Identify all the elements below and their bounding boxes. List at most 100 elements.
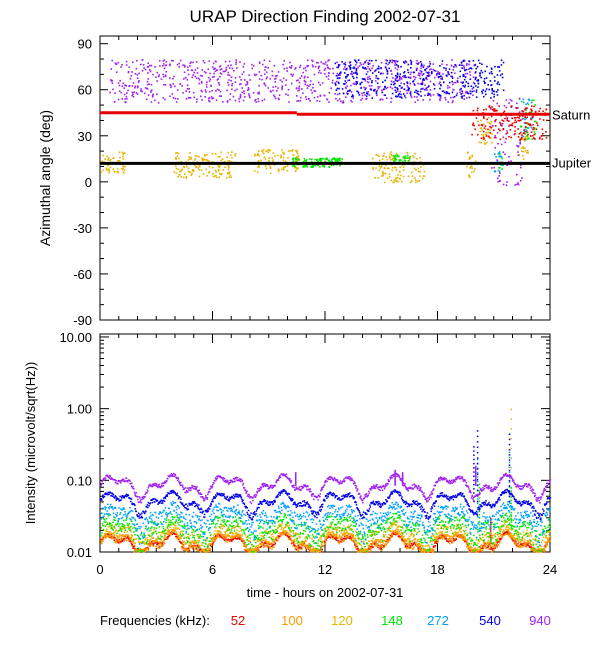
azimuth-point [481, 90, 483, 93]
intensity-point [243, 540, 246, 542]
azimuth-point [233, 69, 235, 72]
intensity-point [178, 539, 181, 541]
azimuth-point [439, 96, 442, 99]
azimuth-point [409, 90, 412, 93]
intensity-point [440, 535, 443, 537]
azimuth-point [396, 76, 398, 79]
azimuth-point [295, 155, 298, 158]
azimuth-point [413, 156, 415, 158]
intensity-point [489, 547, 492, 549]
azimuth-point [183, 78, 185, 80]
azimuth-point [218, 166, 220, 169]
azimuth-point [162, 63, 165, 65]
intensity-point [161, 540, 163, 543]
azimuth-point [404, 74, 406, 77]
azimuth-point [367, 81, 370, 84]
intensity-point [217, 535, 220, 537]
intensity-point [102, 540, 104, 543]
intensity-point [272, 546, 274, 549]
azimuth-point [475, 96, 478, 98]
azimuth-point [505, 184, 508, 187]
azimuth-point [205, 168, 208, 171]
azimuth-point [217, 169, 220, 171]
azimuth-point [422, 73, 425, 75]
azimuth-point [472, 81, 475, 84]
azimuth-point [147, 94, 150, 96]
intensity-point [398, 532, 401, 535]
intensity-point [212, 542, 215, 544]
azimuth-point [231, 151, 233, 153]
azimuth-point [349, 89, 351, 92]
azimuth-point [358, 65, 361, 67]
azimuth-point [504, 153, 506, 156]
azimuth-point [509, 129, 512, 131]
intensity-point [184, 543, 187, 545]
intensity-point [104, 535, 106, 537]
azimuth-point [368, 85, 371, 87]
azimuth-point [483, 77, 486, 80]
intensity-point [313, 550, 315, 553]
intensity-point [102, 537, 105, 539]
azimuth-point [522, 146, 524, 148]
intensity-point [144, 542, 147, 544]
intensity-point [133, 547, 135, 550]
intensity-point [207, 543, 210, 546]
intensity-point [178, 528, 181, 530]
intensity-point [180, 530, 182, 533]
azimuth-point [205, 71, 207, 74]
intensity-point [367, 546, 370, 548]
azimuth-point [339, 71, 342, 74]
azimuth-point [340, 100, 342, 102]
azimuth-point [351, 73, 353, 76]
y-tick-label: 30 [78, 129, 92, 144]
intensity-point [104, 537, 107, 539]
intensity-point [410, 531, 413, 533]
intensity-point [520, 543, 522, 545]
azimuth-point [287, 157, 289, 159]
intensity-point [239, 537, 241, 540]
intensity-point [237, 533, 240, 536]
azimuth-point [282, 167, 285, 169]
azimuth-point [405, 61, 408, 64]
azimuth-point [503, 105, 506, 107]
intensity-point [350, 539, 353, 542]
azimuth-point [502, 120, 505, 122]
azimuth-point [249, 96, 251, 99]
intensity-point [295, 548, 298, 551]
intensity-point [407, 543, 409, 546]
azimuth-point [136, 85, 139, 87]
intensity-point [479, 547, 482, 549]
azimuth-point [253, 170, 256, 172]
intensity-point [500, 536, 503, 539]
intensity-point [249, 550, 252, 552]
intensity-point [435, 540, 437, 543]
azimuth-point [502, 111, 505, 114]
azimuth-point [385, 87, 388, 90]
intensity-point [142, 549, 145, 551]
azimuth-point [461, 95, 463, 98]
azimuth-point [464, 72, 467, 75]
intensity-point [113, 531, 116, 533]
azimuth-point [528, 123, 530, 125]
intensity-point [255, 550, 258, 553]
azimuth-point [364, 61, 366, 63]
azimuth-point [433, 88, 436, 90]
azimuth-point [314, 158, 316, 161]
azimuth-point [394, 82, 396, 85]
azimuth-point [125, 64, 128, 66]
intensity-point [343, 533, 345, 536]
azimuth-point [348, 79, 351, 82]
azimuth-point [502, 61, 505, 64]
y-tick-label: 0.01 [67, 545, 92, 560]
intensity-point [161, 545, 164, 548]
intensity-point [145, 537, 147, 540]
azimuth-point [422, 175, 425, 177]
intensity-point [241, 533, 243, 535]
intensity-point [461, 536, 464, 539]
intensity-point [343, 537, 345, 540]
azimuth-point [397, 95, 399, 98]
azimuth-point [539, 107, 542, 110]
azimuth-point [524, 139, 526, 142]
azimuth-point [428, 65, 431, 67]
azimuth-point [463, 98, 466, 100]
